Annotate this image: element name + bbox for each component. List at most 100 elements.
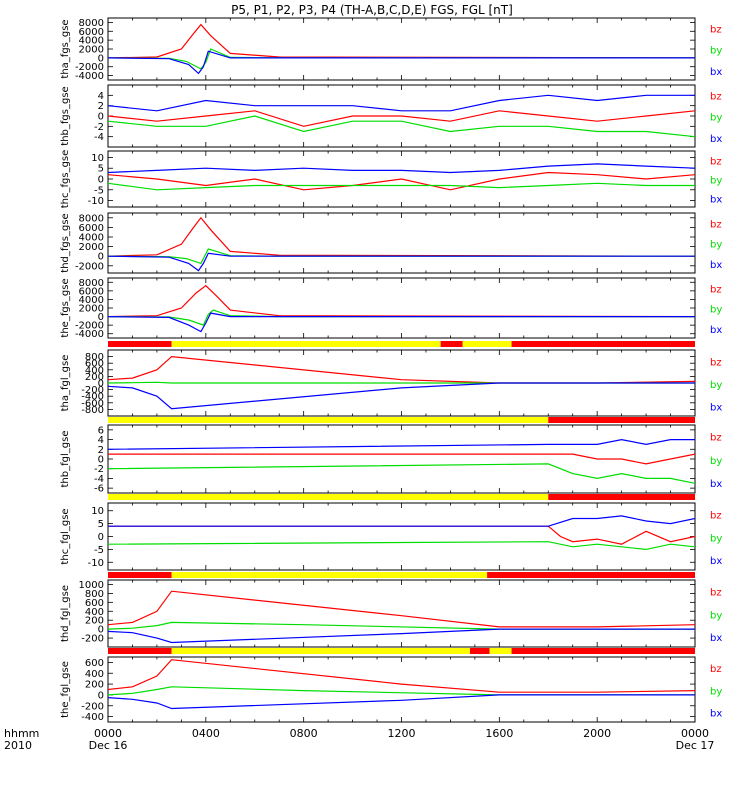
mode-bar-segment <box>489 648 512 654</box>
y-tick-label: 0 <box>98 175 104 186</box>
y-tick-label: 1000 <box>79 580 104 591</box>
y-tick-label: 200 <box>85 372 104 383</box>
y-tick-label: 2000 <box>79 304 104 315</box>
y-tick-label: 400 <box>85 365 104 376</box>
y-tick-label: 200 <box>85 616 104 627</box>
series-line-bz <box>108 23 695 59</box>
legend-bx: bx <box>710 325 722 336</box>
legend-bx: bx <box>710 67 722 78</box>
y-tick-label: -2 <box>94 122 104 133</box>
y-tick-label: 0 <box>98 112 104 123</box>
mode-bar-segment <box>462 341 512 347</box>
panel-frame <box>107 502 696 571</box>
y-tick-label: 0 <box>98 252 104 263</box>
mode-bar-segment <box>108 648 172 654</box>
x-tick-label: 0800 <box>290 727 318 740</box>
panel-frame <box>107 656 696 723</box>
x-tick-label: 2000 <box>583 727 611 740</box>
legend-by: by <box>710 533 722 544</box>
y-tick-label: 4000 <box>79 36 104 47</box>
legend-by: by <box>710 686 722 697</box>
mode-bar-segment <box>548 494 695 500</box>
legend-bz: bz <box>710 588 722 599</box>
y-axis-title: tha_fgl_gse <box>60 355 71 412</box>
legend-bx: bx <box>710 479 722 490</box>
series-line-by <box>108 309 695 326</box>
legend-by: by <box>710 610 722 621</box>
figure-title: P5, P1, P2, P3, P4 (TH-A,B,C,D,E) FGS, F… <box>231 3 513 17</box>
y-tick-label: 600 <box>85 598 104 609</box>
y-tick-label: 5 <box>98 519 104 530</box>
series-line-by <box>108 686 695 696</box>
x-end-date: Dec 17 <box>676 739 715 752</box>
y-tick-label: 6 <box>98 425 104 436</box>
series-line-bz <box>108 590 695 628</box>
mode-bar-segment <box>511 648 695 654</box>
series-line-by <box>108 182 695 191</box>
y-tick-label: 0 <box>98 53 104 64</box>
series-line-bz <box>108 284 695 318</box>
series-line-bx <box>108 94 695 112</box>
y-tick-label: 800 <box>85 589 104 600</box>
y-tick-label: 0 <box>98 690 104 701</box>
y-tick-label: 2 <box>98 101 104 112</box>
legend-by: by <box>710 240 722 251</box>
legend-bz: bz <box>710 511 722 522</box>
series-line-bx <box>108 312 695 333</box>
y-tick-label: 6000 <box>79 223 104 234</box>
panel-thb_fgs_gse: 420-2-4 thb_fgs_gse bz by bx <box>60 84 722 148</box>
y-tick-label: 0 <box>98 532 104 543</box>
y-axis-title: tha_fgs_gse <box>60 19 71 78</box>
mode-bar-segment <box>440 341 463 347</box>
y-tick-label: -10 <box>88 196 104 207</box>
legend-bz: bz <box>710 25 722 36</box>
legend-by: by <box>710 380 722 391</box>
legend-bx: bx <box>710 134 722 145</box>
legend-by: by <box>710 46 722 57</box>
x-tick-label: 0400 <box>192 727 220 740</box>
y-tick-label: 10 <box>91 506 104 517</box>
x-tick-label: 0000 <box>681 727 709 740</box>
y-axis-title: the_fgs_gse <box>60 278 71 337</box>
y-tick-label: 6000 <box>79 27 104 38</box>
x-start-date: Dec 16 <box>89 739 128 752</box>
mode-bar-segment <box>469 648 490 654</box>
legend-bz: bz <box>710 357 722 368</box>
mode-bar-segment <box>548 417 695 423</box>
series-line-by <box>108 115 695 138</box>
y-tick-label: 200 <box>85 680 104 691</box>
mode-bar-segment <box>171 648 470 654</box>
y-tick-label: 600 <box>85 658 104 669</box>
series-line-bz <box>108 216 695 257</box>
y-tick-label: 0 <box>98 379 104 390</box>
legend-bz: bz <box>710 157 722 168</box>
y-tick-label: 4 <box>98 435 104 446</box>
y-tick-label: 2 <box>98 445 104 456</box>
legend-by: by <box>710 113 722 124</box>
y-tick-label: -4000 <box>75 71 104 82</box>
y-tick-label: 400 <box>85 607 104 618</box>
y-tick-label: 0 <box>98 312 104 323</box>
mode-bar-segment <box>108 494 549 500</box>
y-tick-label: -2000 <box>75 62 104 73</box>
series-line-bx <box>108 50 695 75</box>
legend-bz: bz <box>710 92 722 103</box>
y-tick-label: 4000 <box>79 295 104 306</box>
panel-frame <box>107 212 696 274</box>
y-tick-label: 8000 <box>79 213 104 224</box>
series-line-bx <box>108 515 695 527</box>
mode-bar-1 <box>108 341 695 347</box>
y-tick-label: -4 <box>94 132 104 143</box>
y-tick-label: -200 <box>81 385 104 396</box>
y-axis-title: thc_fgs_gse <box>60 150 71 209</box>
x-row2-label: 2010 <box>4 739 32 752</box>
y-axis-title: thd_fgl_gse <box>60 585 71 642</box>
series-line-by <box>108 48 695 70</box>
series-line-bz <box>108 355 695 384</box>
y-tick-label: 6000 <box>79 286 104 297</box>
